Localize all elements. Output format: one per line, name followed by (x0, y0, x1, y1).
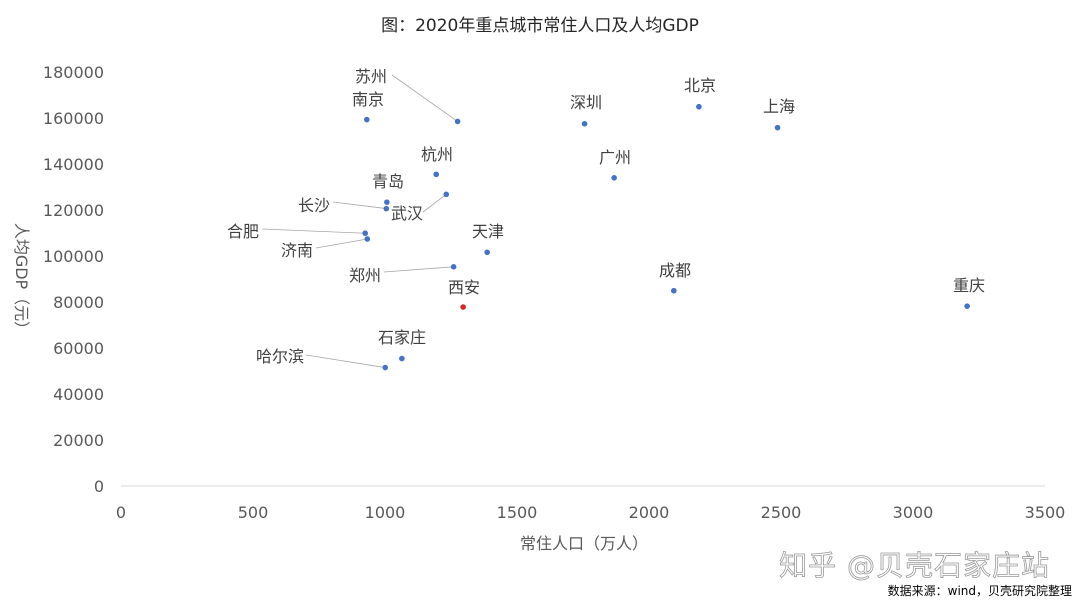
x-tick-label: 2500 (761, 503, 802, 522)
data-label: 天津 (472, 222, 504, 241)
data-label: 北京 (684, 76, 716, 95)
x-tick-label: 1500 (497, 503, 538, 522)
y-tick-label: 20000 (53, 431, 104, 450)
x-axis-title: 常住人口（万人） (520, 534, 648, 553)
data-label: 苏州 (355, 67, 387, 86)
leader-line (315, 238, 368, 249)
data-label: 哈尔滨 (256, 347, 304, 366)
y-tick-label: 140000 (43, 155, 104, 174)
data-point (484, 249, 490, 256)
x-tick-label: 500 (238, 503, 269, 522)
data-point (363, 116, 370, 123)
data-point (964, 303, 970, 309)
x-tick-label: 3500 (1025, 503, 1066, 522)
data-label: 济南 (281, 241, 313, 260)
data-points (362, 103, 970, 371)
data-label: 重庆 (953, 276, 985, 295)
y-tick-label: 60000 (53, 339, 104, 358)
data-label: 深圳 (570, 93, 602, 112)
data-label: 西安 (448, 278, 480, 297)
y-axis-ticks: 0 20000 40000 60000 80000 100000 120000 140000 1… (43, 63, 104, 496)
y-tick-label: 120000 (43, 201, 104, 220)
x-tick-label: 2000 (629, 503, 670, 522)
data-point (671, 287, 677, 294)
data-point (450, 264, 457, 270)
y-tick-label: 40000 (53, 385, 104, 404)
data-point (433, 171, 440, 178)
data-point (362, 230, 369, 237)
data-point (581, 120, 588, 127)
data-point (364, 236, 371, 242)
source-note: 数据来源：wind，贝壳研究院整理 (888, 583, 1072, 598)
data-point (460, 304, 466, 310)
data-label: 广州 (599, 148, 631, 167)
data-label: 南京 (352, 90, 384, 109)
chart-title: 图：2020年重点城市常住人口及人均GDP (381, 16, 699, 36)
leader-lines (261, 74, 458, 368)
y-tick-label: 80000 (53, 293, 104, 312)
data-label: 长沙 (298, 196, 330, 215)
y-tick-label: 180000 (43, 63, 104, 82)
leader-line (391, 74, 458, 122)
data-label: 武汉 (391, 204, 423, 223)
x-tick-label: 1000 (365, 503, 406, 522)
data-point (774, 124, 781, 131)
leader-line (305, 354, 386, 368)
data-point (383, 205, 390, 212)
y-tick-label: 160000 (43, 109, 104, 128)
data-label: 郑州 (349, 266, 381, 285)
leader-line (261, 228, 366, 234)
data-point (611, 175, 617, 181)
data-point (696, 103, 702, 110)
data-label: 上海 (763, 97, 795, 116)
data-label: 石家庄 (378, 328, 426, 347)
data-point (382, 364, 389, 371)
y-tick-label: 100000 (43, 247, 104, 266)
data-point (443, 191, 450, 198)
x-axis-ticks: 0 500 1000 1500 2000 2500 3000 3500 (116, 503, 1065, 522)
data-label: 杭州 (421, 145, 453, 164)
leader-line (422, 194, 447, 213)
data-label: 合肥 (227, 222, 259, 241)
data-point (399, 355, 405, 362)
data-point (454, 118, 461, 125)
data-label: 成都 (659, 261, 691, 280)
leader-line (332, 201, 387, 210)
data-label: 青岛 (372, 172, 404, 191)
y-tick-label: 0 (94, 477, 104, 496)
data-point (384, 199, 390, 205)
watermark-text: 知乎 @贝壳石家庄站 (779, 549, 1050, 582)
x-tick-label: 0 (116, 503, 126, 522)
y-axis-title: 人均GDP（元） (12, 223, 31, 337)
x-tick-label: 3000 (893, 503, 934, 522)
leader-line (383, 266, 454, 273)
